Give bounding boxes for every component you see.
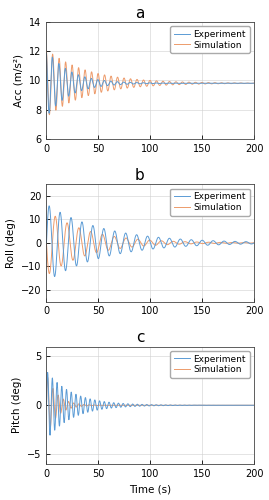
Simulation — [170, 80, 173, 86]
Text: c: c — [136, 330, 144, 345]
Experiment — [170, 402, 173, 408]
Experiment — [63, 267, 67, 273]
Experiment — [48, 110, 51, 116]
Experiment — [45, 240, 48, 246]
Simulation — [56, 74, 59, 80]
Simulation — [56, 235, 59, 241]
Simulation — [56, 392, 59, 398]
X-axis label: Time (s): Time (s) — [129, 484, 171, 494]
Experiment — [50, 69, 53, 75]
Simulation — [54, 213, 57, 219]
Experiment — [45, 50, 48, 56]
Simulation — [63, 406, 67, 411]
Simulation — [48, 112, 51, 117]
Simulation — [253, 240, 256, 246]
Experiment — [253, 240, 256, 246]
Experiment — [53, 274, 56, 280]
Experiment — [50, 226, 53, 232]
Simulation — [122, 402, 125, 408]
Y-axis label: Pitch (deg): Pitch (deg) — [12, 377, 22, 434]
Line: Simulation: Simulation — [47, 216, 254, 274]
Simulation — [216, 402, 219, 408]
Simulation — [122, 238, 125, 244]
Simulation — [170, 239, 173, 245]
Simulation — [216, 240, 219, 246]
Simulation — [253, 402, 256, 408]
Experiment — [48, 203, 51, 209]
Simulation — [63, 230, 67, 235]
Y-axis label: Acc (m/s²): Acc (m/s²) — [14, 54, 24, 107]
Experiment — [45, 402, 48, 408]
Simulation — [170, 402, 173, 408]
Line: Experiment: Experiment — [47, 206, 254, 276]
Simulation — [45, 48, 48, 54]
Simulation — [50, 410, 53, 416]
Experiment — [56, 231, 59, 237]
Experiment — [63, 406, 67, 412]
Simulation — [45, 402, 48, 408]
Y-axis label: Roll (deg): Roll (deg) — [6, 218, 16, 268]
Experiment — [216, 402, 219, 408]
Experiment — [122, 79, 125, 85]
Experiment — [170, 80, 173, 86]
Experiment — [122, 235, 125, 241]
Experiment — [216, 242, 219, 248]
Simulation — [48, 270, 51, 276]
Simulation — [122, 75, 125, 81]
Experiment — [56, 71, 59, 77]
Experiment — [170, 238, 173, 244]
Legend: Experiment, Simulation: Experiment, Simulation — [170, 188, 250, 216]
Legend: Experiment, Simulation: Experiment, Simulation — [170, 351, 250, 378]
Text: b: b — [135, 168, 145, 183]
Legend: Experiment, Simulation: Experiment, Simulation — [170, 26, 250, 53]
Line: Simulation: Simulation — [47, 51, 254, 114]
Line: Experiment: Experiment — [47, 54, 254, 114]
Simulation — [50, 74, 53, 80]
Simulation — [63, 62, 67, 68]
Experiment — [56, 392, 59, 398]
Experiment — [48, 432, 52, 438]
Simulation — [216, 80, 219, 86]
Simulation — [50, 256, 53, 262]
Simulation — [46, 374, 49, 380]
Text: a: a — [135, 6, 145, 20]
Experiment — [253, 402, 256, 408]
Experiment — [122, 401, 125, 407]
Experiment — [63, 66, 67, 72]
Simulation — [49, 424, 52, 430]
Line: Experiment: Experiment — [47, 372, 254, 435]
Line: Simulation: Simulation — [47, 378, 254, 427]
Simulation — [253, 80, 256, 86]
Experiment — [216, 80, 219, 86]
Experiment — [46, 370, 49, 376]
Experiment — [50, 396, 53, 402]
Simulation — [45, 240, 48, 246]
Experiment — [253, 80, 256, 86]
